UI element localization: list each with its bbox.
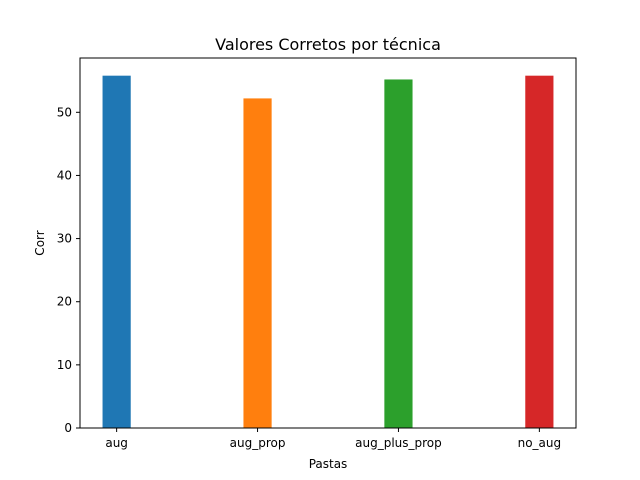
x-tick-label: aug_prop (230, 436, 286, 450)
bar-aug (102, 75, 131, 428)
y-tick-label: 0 (64, 421, 72, 435)
x-tick-label: no_aug (518, 436, 562, 450)
x-axis-label: Pastas (309, 457, 348, 471)
chart-title: Valores Corretos por técnica (215, 35, 441, 54)
x-tick-label: aug_plus_prop (355, 436, 442, 450)
x-axis: aug aug_prop aug_plus_prop no_aug (105, 428, 561, 450)
y-tick-label: 40 (57, 168, 72, 182)
y-tick-label: 20 (57, 295, 72, 309)
y-tick-label: 50 (57, 105, 72, 119)
bar-aug_prop (243, 98, 272, 429)
y-axis: 0 10 20 30 40 50 (57, 105, 80, 435)
y-tick-label: 10 (57, 358, 72, 372)
bar-no_aug (525, 75, 554, 428)
bar-aug_plus_prop (384, 79, 413, 428)
x-tick-label: aug (105, 436, 128, 450)
y-axis-label: Corr (33, 230, 47, 255)
plot-frame (79, 57, 577, 429)
y-tick-label: 30 (57, 232, 72, 246)
bars-group (102, 75, 554, 429)
